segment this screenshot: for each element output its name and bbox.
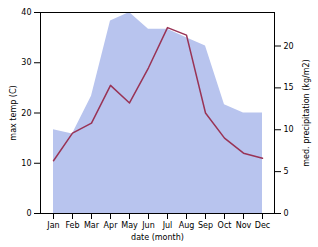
svg-text:Apr: Apr: [104, 221, 119, 230]
svg-text:20: 20: [284, 42, 294, 51]
svg-text:date (month): date (month): [131, 233, 184, 242]
svg-text:Jan: Jan: [46, 221, 59, 230]
svg-text:May: May: [121, 221, 138, 230]
svg-text:5: 5: [284, 167, 289, 176]
svg-text:Aug: Aug: [179, 221, 195, 230]
svg-text:15: 15: [284, 83, 294, 92]
svg-text:Nov: Nov: [236, 221, 252, 230]
svg-text:Dec: Dec: [255, 221, 270, 230]
svg-text:Oct: Oct: [218, 221, 232, 230]
svg-text:med. precipitation (kg/m2): med. precipitation (kg/m2): [302, 59, 311, 166]
svg-text:Jul: Jul: [162, 221, 173, 230]
svg-text:30: 30: [21, 58, 31, 67]
svg-text:Jun: Jun: [141, 221, 155, 230]
svg-text:Sep: Sep: [198, 221, 213, 230]
svg-text:10: 10: [284, 125, 294, 134]
svg-text:40: 40: [21, 8, 31, 17]
svg-text:10: 10: [21, 159, 31, 168]
svg-text:0: 0: [26, 209, 31, 218]
svg-text:20: 20: [21, 109, 31, 118]
svg-text:max temp (C): max temp (C): [9, 85, 18, 140]
svg-text:Mar: Mar: [84, 221, 100, 230]
svg-text:Feb: Feb: [65, 221, 79, 230]
svg-text:0: 0: [284, 209, 289, 218]
